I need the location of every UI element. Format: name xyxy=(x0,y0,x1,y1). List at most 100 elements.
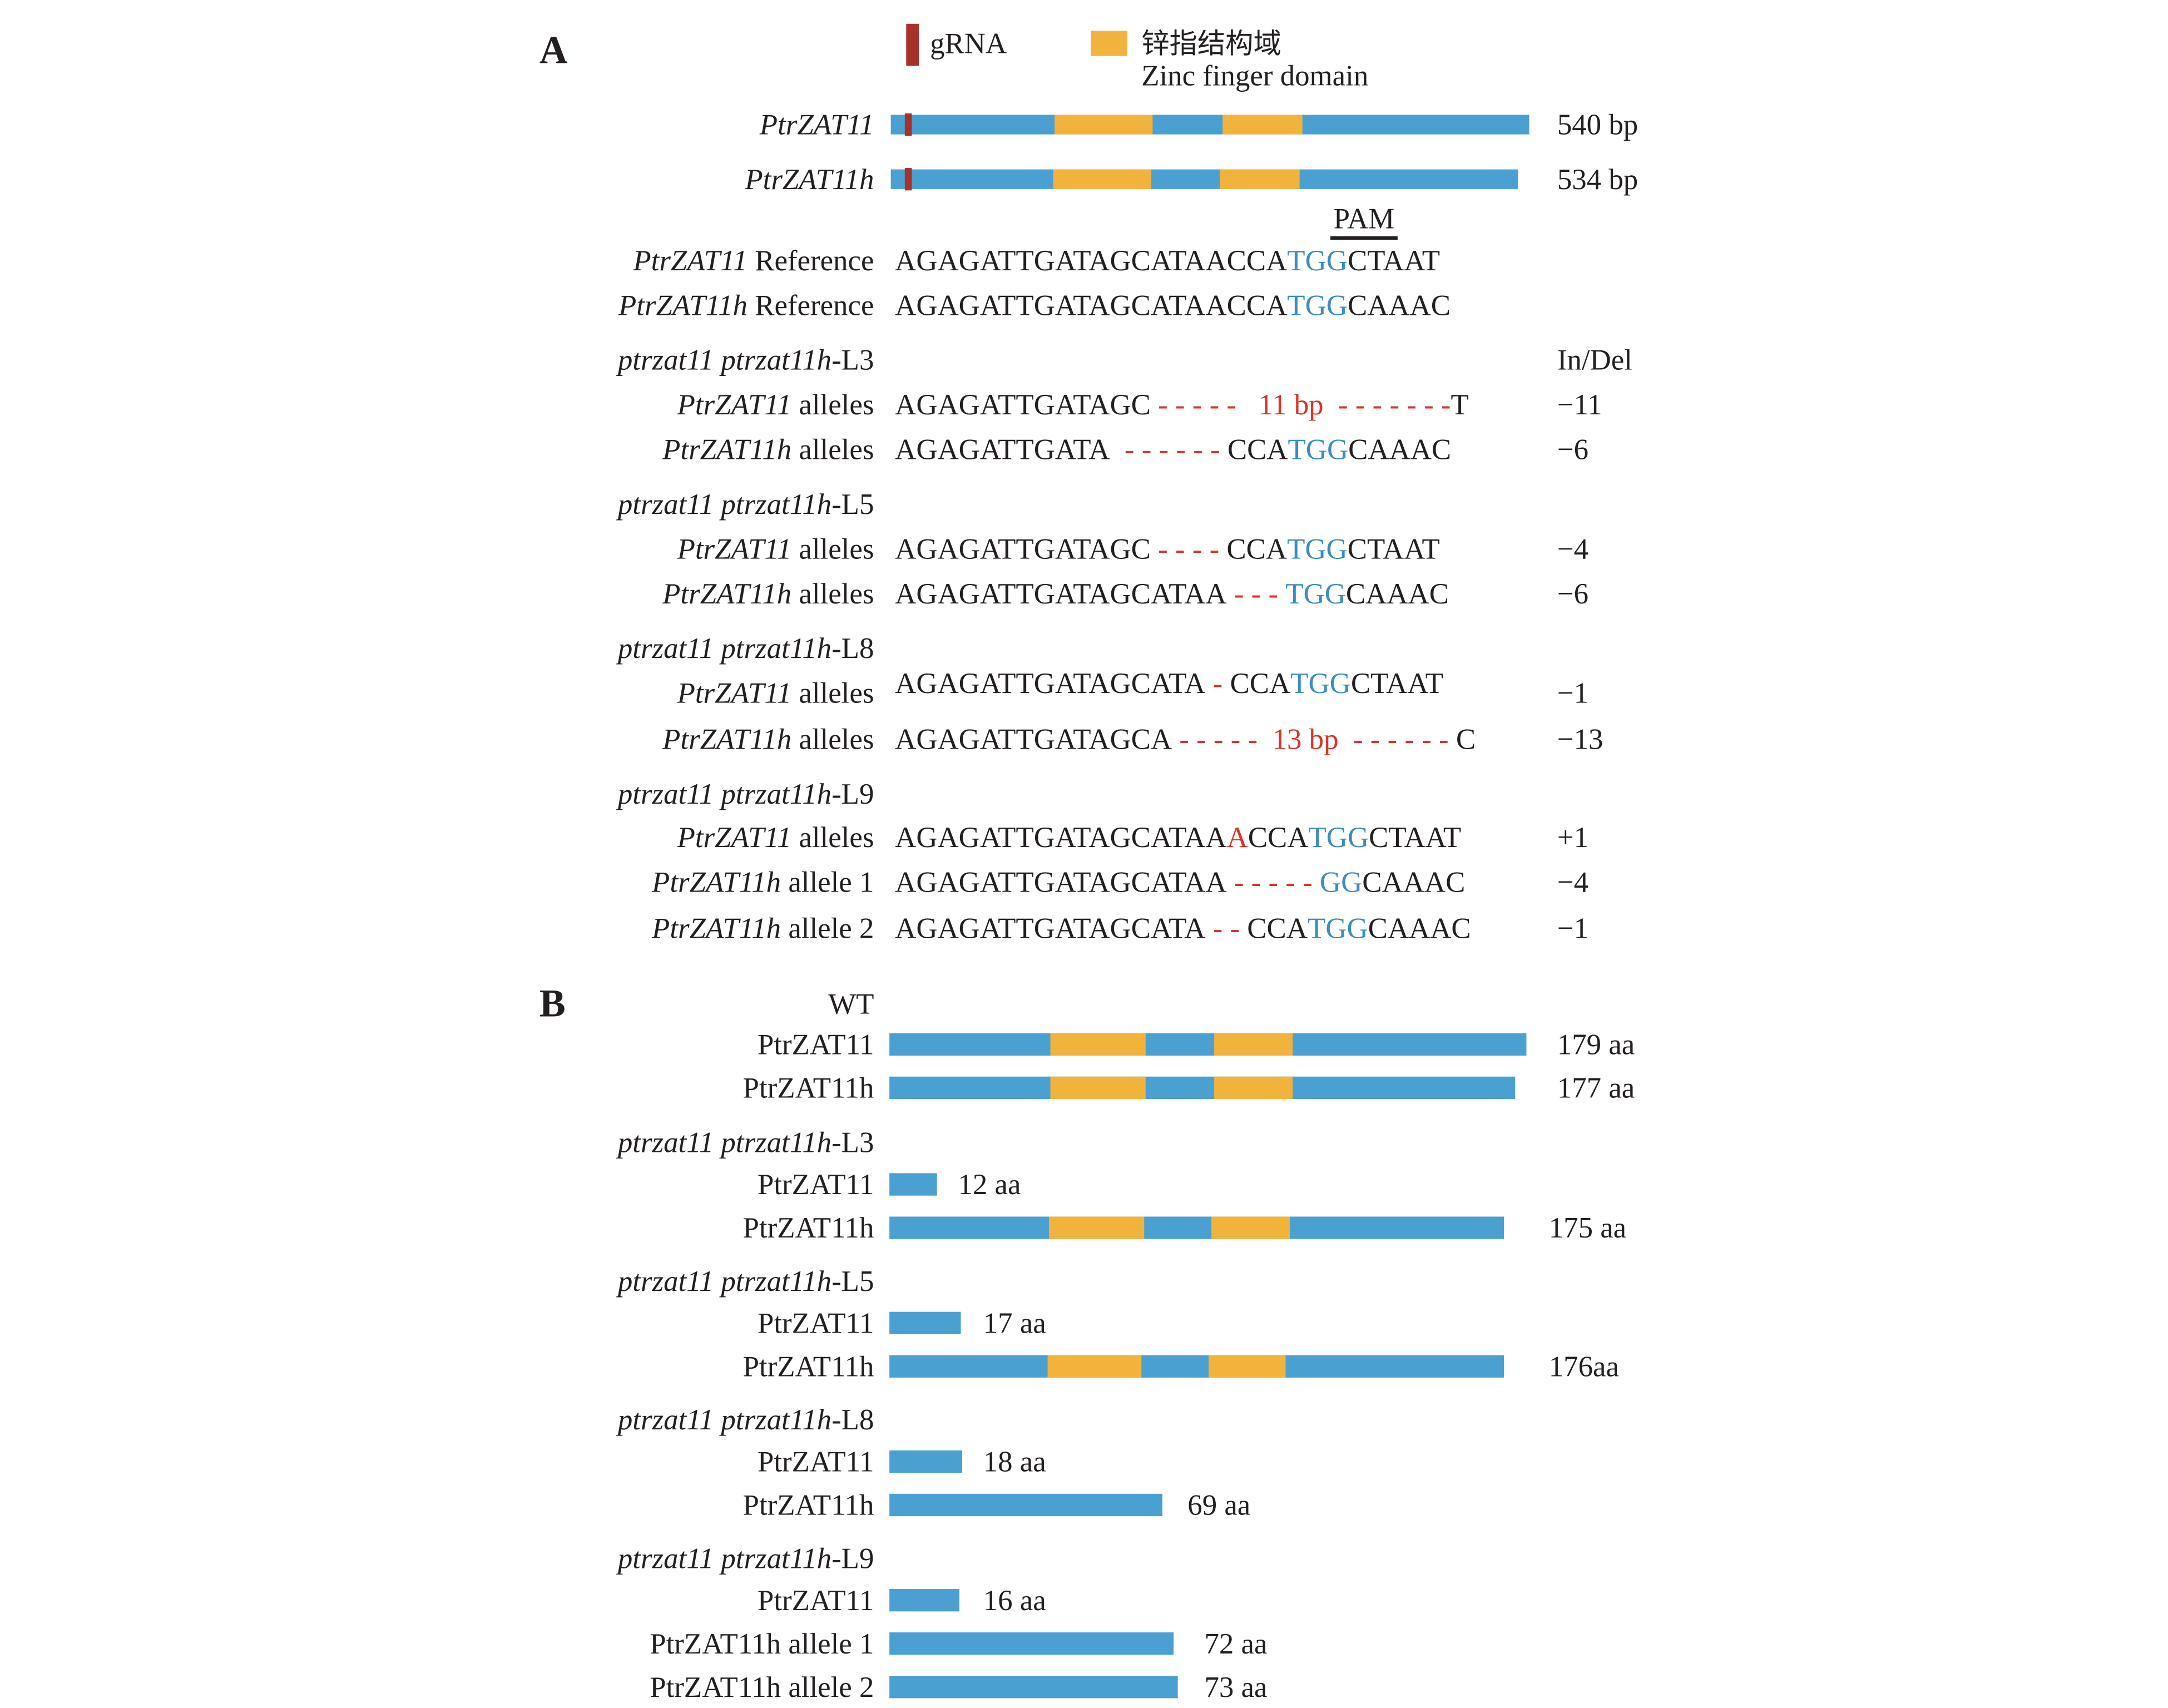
gene-length: 540 bp xyxy=(1557,109,1638,141)
gene-name: PtrZAT11 xyxy=(759,109,874,141)
sequence-part: CTAAT xyxy=(1348,245,1440,277)
text-span: PtrZAT11 xyxy=(677,389,792,421)
domain xyxy=(1047,1355,1142,1378)
sequence-part: TGG xyxy=(1287,533,1348,565)
domain xyxy=(1209,1355,1286,1378)
protein-bar xyxy=(889,1589,959,1612)
sequence-part: CCA xyxy=(1230,667,1291,700)
sequence-part: - - - - - 11 bp - - - - - - - xyxy=(1151,389,1451,421)
protein-name: PtrZAT11 xyxy=(758,1169,874,1201)
sequence-part: AGAGATTGATAGC xyxy=(895,533,1151,565)
row-label: PtrZAT11 Reference xyxy=(632,245,874,277)
protein-length: 16 aa xyxy=(983,1585,1046,1617)
legend-label: gRNA xyxy=(930,28,1007,60)
text-span: ptrzat11 ptrzat11h xyxy=(616,1404,831,1436)
indel: −1 xyxy=(1557,677,1588,710)
text-span: alleles xyxy=(791,434,874,466)
text-span: PtrZAT11h xyxy=(618,289,748,321)
sequence-part: AGAGATTGATAGCATAA xyxy=(895,578,1226,610)
sequence-part: AGAGATTGATAGCA xyxy=(895,724,1172,756)
text-span: -L9 xyxy=(831,1542,874,1575)
row-label: PtrZAT11h Reference xyxy=(618,289,874,321)
sequence: AGAGATTGATAGCA - - - - - 13 bp - - - - -… xyxy=(895,724,1476,756)
protein-bar xyxy=(889,1216,1504,1239)
text-span: PtrZAT11h xyxy=(651,913,781,945)
text-span: -L8 xyxy=(831,632,874,665)
protein-name: PtrZAT11h xyxy=(743,1072,874,1104)
sequence-part: CAAAC xyxy=(1346,578,1449,610)
protein-name: PtrZAT11h xyxy=(743,1489,874,1522)
sequence: AGAGATTGATAGC - - - - - 11 bp - - - - - … xyxy=(895,389,1469,421)
text-span: ptrzat11 ptrzat11h xyxy=(616,344,831,377)
text-span: PtrZAT11h xyxy=(744,164,874,196)
line-title: ptrzat11 ptrzat11h-L8 xyxy=(616,632,874,665)
legend-swatch xyxy=(906,23,919,66)
text-span: -L5 xyxy=(831,488,874,521)
domain xyxy=(1214,1033,1293,1056)
sequence: AGAGATTGATAGCATAA - - - TGGCAAAC xyxy=(895,578,1449,610)
text-span: PtrZAT11 xyxy=(677,533,792,565)
indel: −13 xyxy=(1557,724,1603,756)
indel: +1 xyxy=(1557,821,1588,854)
line-title: ptrzat11 ptrzat11h-L3 xyxy=(616,344,874,377)
sequence-part: AGAGATTGATAGCATA xyxy=(895,667,1205,700)
sequence: AGAGATTGATA - - - - - - CCATGGCAAAC xyxy=(895,434,1451,466)
text-span: -L3 xyxy=(831,344,874,377)
row-label: PtrZAT11 alleles xyxy=(677,389,874,421)
row-label: PtrZAT11h alleles xyxy=(662,434,874,466)
protein-length: 175 aa xyxy=(1549,1212,1626,1244)
text-span: PtrZAT11 xyxy=(759,109,874,141)
group-title: ptrzat11 ptrzat11h-L8 xyxy=(616,1404,874,1436)
sequence-part: CCA xyxy=(1227,434,1288,466)
text-span: ptrzat11 ptrzat11h xyxy=(616,1265,831,1298)
indel: −6 xyxy=(1557,434,1588,466)
sequence-part: AGAGATTGATAGCATAA xyxy=(895,866,1226,898)
protein-length: 176aa xyxy=(1549,1350,1619,1383)
sequence-part: CTAAT xyxy=(1348,533,1440,565)
text-span: Reference xyxy=(748,245,874,277)
domain xyxy=(1211,1216,1290,1239)
text-span: ptrzat11 ptrzat11h xyxy=(616,488,831,521)
text-span: alleles xyxy=(791,677,874,710)
text-span: PtrZAT11h xyxy=(662,578,791,610)
protein-length: 17 aa xyxy=(983,1307,1046,1339)
indel-header: In/Del xyxy=(1557,344,1632,377)
sequence: AGAGATTGATAGC - - - - CCATGGCTAAT xyxy=(895,533,1440,565)
pam-label: PAM xyxy=(1334,202,1395,235)
sequence-part: AGAGATTGATAGCATAACCA xyxy=(895,289,1287,321)
text-span: -L5 xyxy=(831,1265,874,1298)
group-title: ptrzat11 ptrzat11h-L9 xyxy=(616,1542,874,1575)
sequence-part: CCA xyxy=(1226,533,1287,565)
sequence-part: AGAGATTGATAGC xyxy=(895,389,1151,421)
sequence-part: TGG xyxy=(1287,289,1348,321)
protein-bar xyxy=(889,1173,937,1196)
protein-bar xyxy=(889,1311,961,1334)
domain xyxy=(1049,1216,1145,1239)
text-span: PtrZAT11h xyxy=(651,866,781,898)
text-span: PtrZAT11h xyxy=(662,724,791,756)
row-label: PtrZAT11h alleles xyxy=(662,724,874,756)
sequence-part: T xyxy=(1451,389,1469,421)
indel: −11 xyxy=(1557,389,1602,421)
row-label: PtrZAT11h alleles xyxy=(662,578,874,610)
protein-length: 72 aa xyxy=(1204,1628,1267,1660)
protein-name: PtrZAT11 xyxy=(758,1028,874,1061)
protein-name: PtrZAT11 xyxy=(758,1307,874,1339)
sequence: AGAGATTGATAGCATA - - CCATGGCAAAC xyxy=(895,913,1471,945)
sequence-part: TGG xyxy=(1288,434,1349,466)
text-span: ptrzat11 ptrzat11h xyxy=(616,1542,831,1575)
protein-bar xyxy=(889,1076,1516,1100)
protein-bar xyxy=(889,1676,1178,1699)
domain xyxy=(1050,1076,1146,1100)
text-span: alleles xyxy=(791,578,874,610)
panel-label: B xyxy=(539,982,566,1025)
sequence-part: CAAAC xyxy=(1362,866,1465,898)
row-label: PtrZAT11h allele 2 xyxy=(651,913,874,945)
legend-label: 锌指结构域 xyxy=(1141,27,1281,60)
domain xyxy=(1050,1033,1146,1056)
group-title: ptrzat11 ptrzat11h-L5 xyxy=(616,1265,874,1298)
text-span: allele 2 xyxy=(781,913,874,945)
sequence-part: CAAAC xyxy=(1368,913,1471,945)
sequence-part: AGAGATTGATAGCATAACCA xyxy=(895,245,1287,277)
